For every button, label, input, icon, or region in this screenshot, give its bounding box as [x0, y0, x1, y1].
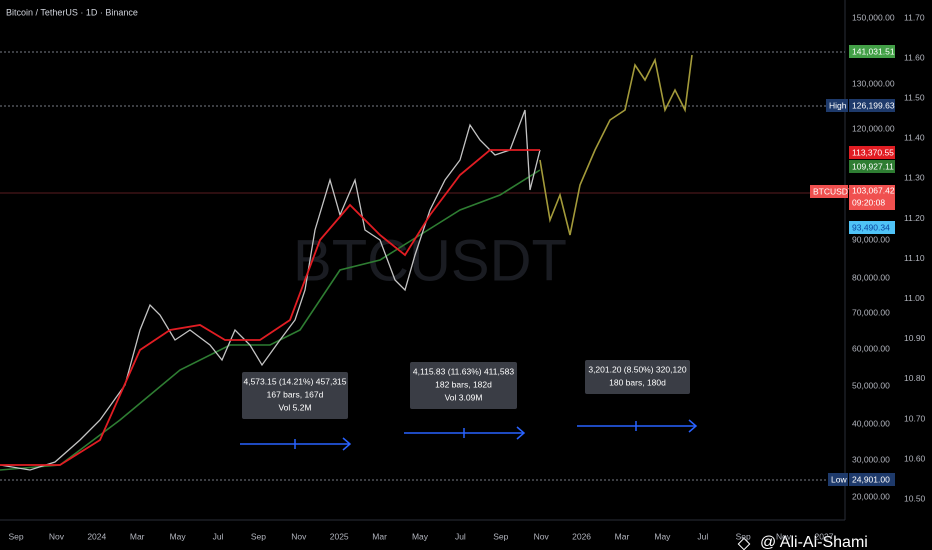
time-tick-label: Nov [49, 531, 65, 541]
time-tick-label: Mar [130, 531, 145, 541]
low-price: 24,901.00 [852, 474, 890, 484]
log-tick-label: 11.40 [904, 133, 925, 143]
countdown: 09:20:08 [852, 197, 885, 207]
price-tick-label: 50,000.00 [852, 380, 890, 390]
measure-line: 182 bars, 182d [435, 379, 492, 389]
range-arrows [240, 419, 698, 451]
measure-box [242, 372, 348, 419]
logo [737, 537, 751, 550]
measure-line: 4,573.15 (14.21%) 457,315 [243, 376, 346, 386]
log-tick-label: 10.50 [904, 493, 926, 503]
price-tick-label: 20,000.00 [852, 491, 890, 501]
badge [810, 185, 848, 198]
time-tick-label: Sep [8, 531, 23, 541]
price-tick-label: 90,000.00 [852, 234, 890, 244]
time-tick-label: Nov [291, 531, 307, 541]
time-tick-label: Mar [615, 531, 630, 541]
support-price: 93,490.34 [852, 222, 890, 232]
price-tick-label: 70,000.00 [852, 307, 890, 317]
price-tick-label: 80,000.00 [852, 272, 890, 282]
badge [828, 473, 848, 486]
price-tick-label: 30,000.00 [852, 454, 890, 464]
time-tick-label: Sep [493, 531, 508, 541]
badge [826, 99, 848, 112]
high-price: 126,199.63 [852, 100, 895, 110]
fast-ma [0, 149, 540, 466]
price-tick-label: 60,000.00 [852, 343, 890, 353]
price-history [0, 109, 541, 471]
time-tick-label: Nov [534, 531, 550, 541]
slow-ma-price: 109,927.11 [852, 161, 894, 171]
low-label: Low [831, 474, 847, 484]
symbol-title: Bitcoin / TetherUS · 1D · Binance [6, 7, 138, 17]
time-tick-label: 2026 [572, 531, 591, 541]
attribution: @ Ali-Al-Shami [760, 534, 868, 550]
measure-box [585, 360, 690, 394]
watermark: BTCUSDT [293, 228, 567, 293]
high-label: High [829, 100, 847, 110]
log-tick-label: 11.30 [904, 173, 925, 183]
badge [849, 146, 895, 159]
measure-line: 3,201.20 (8.50%) 320,120 [588, 364, 687, 374]
log-tick-label: 10.80 [904, 373, 926, 383]
badge [849, 160, 895, 173]
time-tick-label: 2027 [815, 531, 834, 541]
symbol-badge: BTCUSDT [813, 186, 853, 196]
price-tick-label: 120,000.00 [852, 123, 895, 133]
time-tick-label: Jul [455, 531, 466, 541]
log-tick-label: 10.70 [904, 413, 926, 423]
log-tick-label: 11.60 [904, 52, 925, 62]
badge [849, 473, 895, 486]
price-tick-label: 150,000.00 [852, 12, 895, 22]
time-tick-label: Sep [736, 531, 751, 541]
time-tick-label: May [412, 531, 429, 541]
log-tick-label: 11.10 [904, 253, 925, 263]
log-tick-label: 11.50 [904, 92, 925, 102]
log-tick-label: 11.70 [904, 12, 925, 22]
slow-ma [0, 169, 541, 471]
fast-ma-price: 113,370.55 [852, 147, 894, 157]
footer: @ Ali-Al-Shami [737, 534, 868, 550]
price-tick-label: 40,000.00 [852, 418, 890, 428]
time-tick-label: 2025 [330, 531, 349, 541]
price-projection [539, 54, 693, 236]
log-tick-label: 10.90 [904, 333, 926, 343]
badge [849, 45, 895, 58]
measure-line: 167 bars, 167d [267, 389, 324, 399]
measure-line: 180 bars, 180d [609, 377, 666, 387]
badge [849, 221, 895, 234]
last-price: 103,067.42 [852, 185, 895, 195]
projection-price: 141,031.51 [852, 46, 895, 56]
time-tick-label: May [170, 531, 187, 541]
measure-line: Vol 3.09M [445, 392, 483, 402]
time-tick-label: May [654, 531, 671, 541]
measure-box [410, 362, 517, 409]
time-tick-label: Mar [372, 531, 387, 541]
badge [849, 185, 895, 210]
time-tick-label: Jul [213, 531, 224, 541]
log-tick-label: 11.00 [904, 293, 925, 303]
log-tick-label: 10.60 [904, 453, 926, 463]
measure-line: 4,115.83 (11.63%) 411,583 [413, 366, 514, 376]
price-tick-label: 130,000.00 [852, 78, 895, 88]
log-tick-label: 11.20 [904, 213, 925, 223]
time-tick-label: Sep [251, 531, 266, 541]
measure-line: Vol 5.2M [278, 402, 311, 412]
time-tick-label: Jul [697, 531, 708, 541]
badge [849, 99, 895, 112]
time-tick-label: Nov [776, 531, 792, 541]
time-tick-label: 2024 [87, 531, 106, 541]
